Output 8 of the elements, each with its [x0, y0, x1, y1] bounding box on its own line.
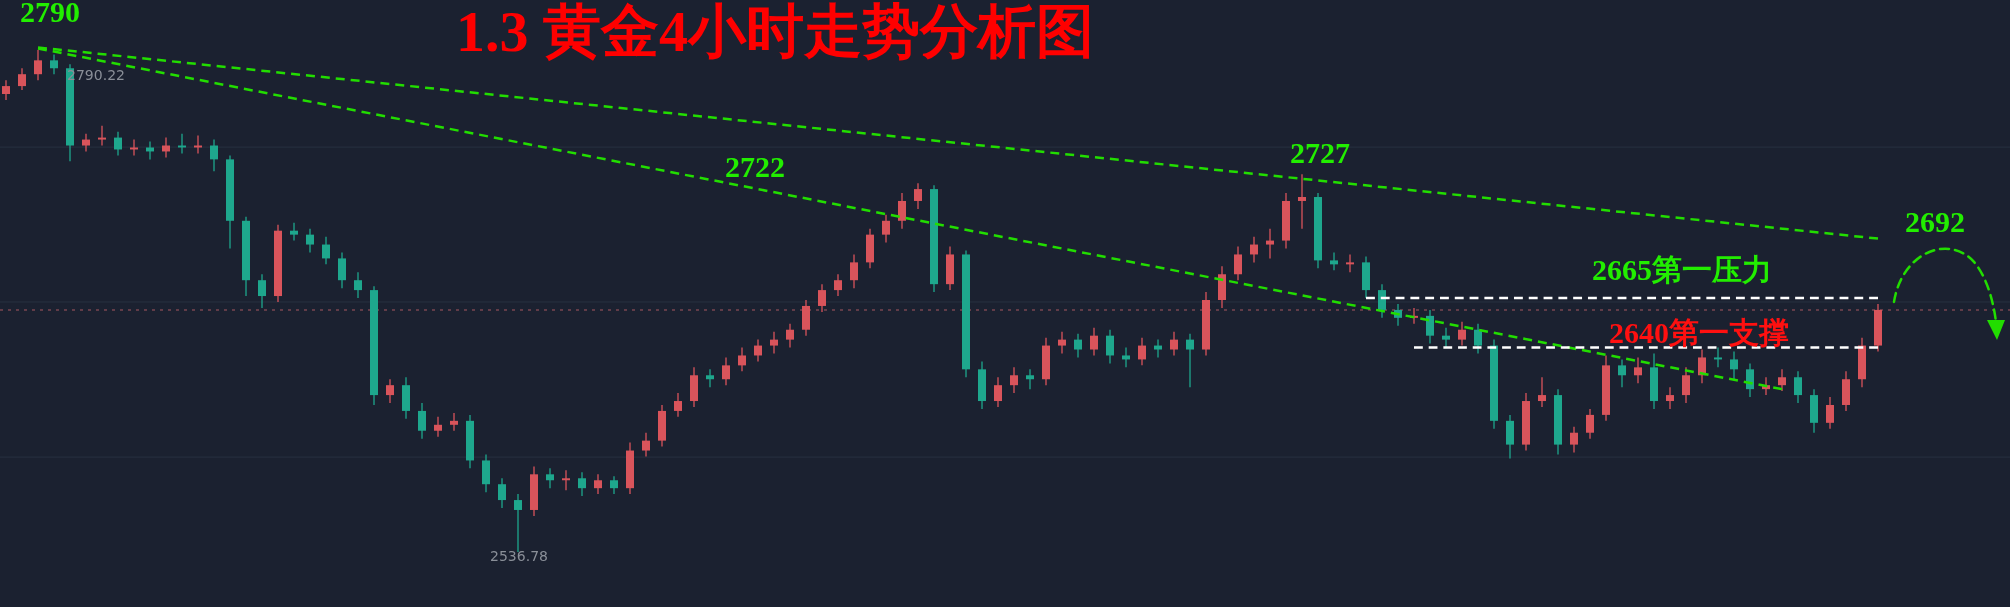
- annotation: 2665第一压力: [1592, 252, 1772, 286]
- text: 2692: [1905, 204, 1965, 238]
- text: 2790: [20, 0, 80, 28]
- chart-title: 1.3 黄金4小时走势分析图: [456, 0, 1094, 65]
- annotation: 2722: [725, 149, 785, 183]
- annotation: 2536.78: [490, 548, 548, 564]
- annotation: 2727: [1290, 135, 1350, 169]
- annotation: 2640第一支撑: [1609, 315, 1789, 349]
